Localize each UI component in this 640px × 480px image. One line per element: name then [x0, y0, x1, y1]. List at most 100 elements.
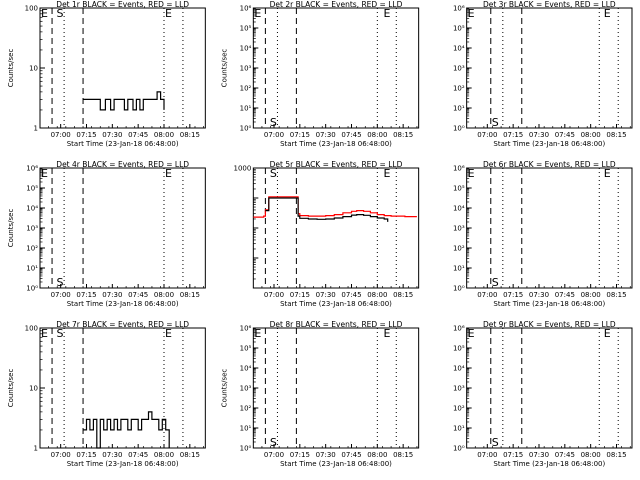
- x-axis-label: Start Time (23-Jan-18 06:48:00): [280, 140, 392, 148]
- marker-e: E: [383, 327, 390, 340]
- y-tick-label: 10²: [26, 245, 38, 253]
- y-tick-label: 10⁶: [240, 325, 252, 333]
- y-tick-label: 10⁵: [453, 185, 465, 193]
- x-tick-label: 07:15: [290, 131, 310, 139]
- x-tick-label: 07:15: [503, 291, 523, 299]
- y-tick-label: 10³: [453, 65, 465, 73]
- y-tick-label: 1: [34, 445, 38, 453]
- x-tick-label: 07:45: [128, 131, 148, 139]
- y-tick-label: 10²: [453, 85, 465, 93]
- y-tick-label: 10⁵: [240, 25, 252, 33]
- x-axis-label: Start Time (23-Jan-18 06:48:00): [493, 300, 605, 308]
- x-tick-label: 08:00: [367, 451, 387, 459]
- x-tick-label: 08:00: [581, 131, 601, 139]
- y-tick-label: 10²: [453, 245, 465, 253]
- x-tick-label: 07:00: [477, 131, 497, 139]
- plot-frame: [39, 327, 206, 449]
- series-events: [265, 197, 389, 222]
- y-tick-label: 10⁰: [240, 125, 252, 133]
- y-tick-label: 10⁴: [453, 205, 465, 213]
- x-tick-label: 07:30: [102, 291, 122, 299]
- x-axis-label: Start Time (23-Jan-18 06:48:00): [67, 460, 179, 468]
- x-tick-label: 08:00: [367, 131, 387, 139]
- x-tick-label: 07:45: [341, 131, 361, 139]
- x-tick-label: 08:15: [180, 451, 200, 459]
- marker-e: E: [165, 327, 172, 340]
- x-tick-label: 08:15: [180, 291, 200, 299]
- y-tick-label: 10¹: [240, 105, 252, 113]
- x-tick-label: 07:45: [341, 291, 361, 299]
- y-tick-label: 1000: [234, 165, 252, 173]
- x-tick-label: 07:30: [316, 291, 336, 299]
- y-tick-label: 10⁶: [453, 5, 465, 13]
- x-tick-label: 07:00: [51, 451, 71, 459]
- y-tick-label: 10⁰: [453, 285, 465, 293]
- y-tick-label: 10⁴: [240, 365, 252, 373]
- y-tick-label: 10¹: [26, 265, 38, 273]
- x-axis-label: Start Time (23-Jan-18 06:48:00): [280, 460, 392, 468]
- marker-e: E: [254, 327, 261, 340]
- panel-title: Det 3r BLACK = Events, RED = LLD: [483, 0, 616, 9]
- x-tick-label: 07:45: [555, 291, 575, 299]
- x-tick-label: 07:30: [316, 451, 336, 459]
- y-tick-label: 10³: [240, 385, 252, 393]
- plot-frame: [39, 7, 206, 129]
- x-axis-label: Start Time (23-Jan-18 06:48:00): [493, 140, 605, 148]
- x-axis-label: Start Time (23-Jan-18 06:48:00): [280, 300, 392, 308]
- marker-e: E: [468, 7, 475, 20]
- marker-e: E: [383, 7, 390, 20]
- y-axis-label: Counts/sec: [220, 49, 228, 88]
- x-tick-label: 07:45: [555, 451, 575, 459]
- x-axis-label: Start Time (23-Jan-18 06:48:00): [67, 300, 179, 308]
- marker-e: E: [254, 7, 261, 20]
- plot-frame: [466, 167, 633, 289]
- marker-s: S: [270, 436, 277, 449]
- x-tick-label: 07:00: [477, 291, 497, 299]
- y-tick-label: 10¹: [453, 425, 465, 433]
- panel-title: Det 7r BLACK = Events, RED = LLD: [56, 320, 189, 329]
- marker-e: E: [604, 167, 611, 180]
- y-tick-label: 10¹: [453, 105, 465, 113]
- x-tick-label: 08:00: [581, 451, 601, 459]
- panel-title: Det 8r BLACK = Events, RED = LLD: [270, 320, 403, 329]
- y-tick-label: 10⁵: [453, 25, 465, 33]
- y-tick-label: 10²: [240, 405, 252, 413]
- plot-frame: [466, 327, 633, 449]
- marker-s: S: [56, 7, 63, 20]
- y-tick-label: 10³: [26, 225, 38, 233]
- x-tick-label: 07:00: [264, 131, 284, 139]
- y-tick-label: 10⁵: [240, 345, 252, 353]
- x-tick-label: 07:00: [264, 451, 284, 459]
- x-tick-label: 07:00: [51, 131, 71, 139]
- x-axis-label: Start Time (23-Jan-18 06:48:00): [67, 140, 179, 148]
- panel-title: Det 6r BLACK = Events, RED = LLD: [483, 160, 616, 169]
- x-tick-label: 07:15: [76, 131, 96, 139]
- panel-det-4: Det 4r BLACK = Events, RED = LLD 10⁰ 10¹ 10…: [7, 160, 206, 308]
- plot-frame: [466, 7, 633, 129]
- x-tick-label: 07:30: [102, 131, 122, 139]
- x-tick-label: 07:45: [128, 451, 148, 459]
- x-tick-label: 07:30: [529, 291, 549, 299]
- y-tick-label: 10⁵: [453, 345, 465, 353]
- marker-e: E: [165, 7, 172, 20]
- x-tick-label: 08:15: [180, 131, 200, 139]
- panel-det-2: Det 2r BLACK = Events, RED = LLD 10⁰ 10¹ 10…: [220, 0, 420, 148]
- marker-e: E: [468, 167, 475, 180]
- panel-det-9: Det 9r BLACK = Events, RED = LLD 10⁰ 10¹ 10…: [453, 320, 633, 468]
- plot-frame: [252, 167, 420, 289]
- x-tick-label: 08:00: [154, 131, 174, 139]
- x-tick-label: 07:45: [128, 291, 148, 299]
- y-tick-label: 10²: [240, 85, 252, 93]
- y-tick-label: 10⁶: [453, 165, 465, 173]
- y-tick-label: 10¹: [453, 265, 465, 273]
- panel-title: Det 2r BLACK = Events, RED = LLD: [270, 0, 403, 9]
- x-tick-label: 07:00: [51, 291, 71, 299]
- x-tick-label: 07:15: [290, 451, 310, 459]
- x-tick-label: 08:15: [393, 451, 413, 459]
- y-tick-label: 10: [29, 385, 38, 393]
- y-tick-label: 10²: [453, 405, 465, 413]
- panel-title: Det 5r BLACK = Events, RED = LLD: [270, 160, 403, 169]
- y-tick-label: 10⁴: [453, 365, 465, 373]
- x-tick-label: 07:45: [341, 451, 361, 459]
